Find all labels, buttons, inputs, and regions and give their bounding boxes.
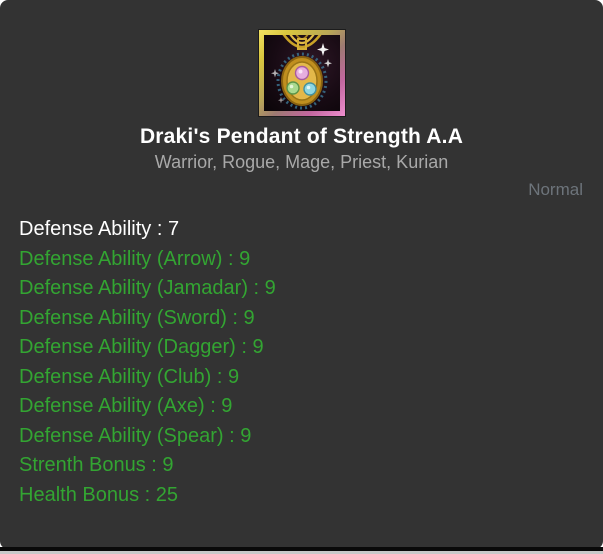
stat-line: Defense Ability (Sword) : 9 — [19, 306, 255, 329]
stat-line: Health Bonus : 25 — [19, 483, 178, 506]
stat-line: Defense Ability (Jamadar) : 9 — [19, 277, 276, 299]
stat-line: Defense Ability (Arrow) : 9 — [19, 247, 251, 270]
item-stats-list: Defense Ability : 7 Defense Ability (Arro… — [0, 215, 603, 510]
stat-line: Defense Ability (Axe) : 9 — [19, 395, 233, 417]
bottom-light-divider — [0, 551, 603, 554]
item-grade-label: Normal — [528, 180, 583, 199]
stat-line: Strenth Bonus : 9 — [19, 454, 174, 476]
bottom-black-divider — [0, 547, 603, 551]
item-title: Draki's Pendant of Strength A.A — [139, 125, 464, 148]
item-usable-classes: Warrior, Rogue, Mage, Priest, Kurian — [154, 152, 449, 172]
stat-line: Defense Ability (Dagger) : 9 — [19, 336, 264, 358]
stat-line: Defense Ability : 7 — [19, 218, 180, 240]
stat-line: Defense Ability (Club) : 9 — [19, 365, 240, 388]
pendant-icon — [263, 35, 340, 111]
stat-line: Defense Ability (Spear) : 9 — [19, 424, 252, 447]
item-icon-frame[interactable] — [258, 30, 345, 116]
